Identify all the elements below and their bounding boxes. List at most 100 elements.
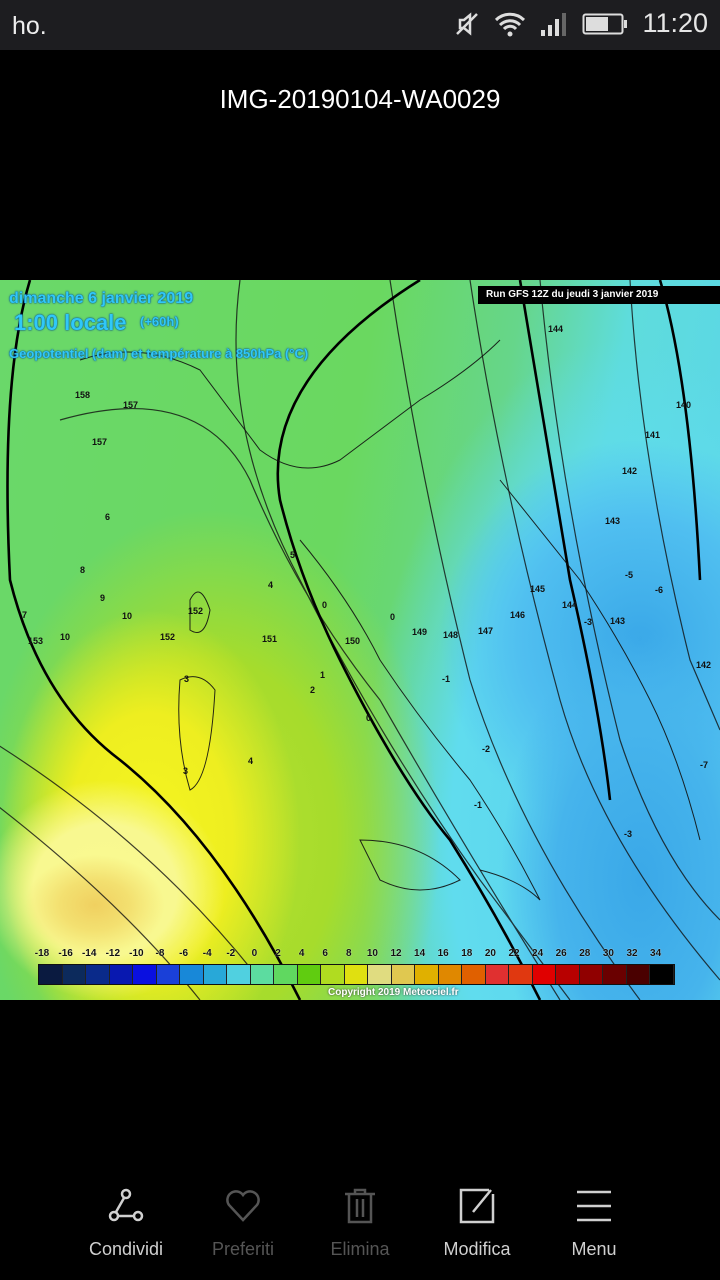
- edit-button[interactable]: Modifica: [419, 1170, 536, 1280]
- legend-swatch: [297, 965, 321, 984]
- contour-label: 143: [605, 516, 621, 526]
- legend-swatch: [368, 965, 392, 984]
- legend-tick: 22: [508, 948, 520, 959]
- legend-swatch: [156, 965, 180, 984]
- legend-swatch: [203, 965, 227, 984]
- legend-swatch: [109, 965, 133, 984]
- legend-tick: 28: [579, 948, 591, 959]
- contour-label: 2: [310, 685, 316, 695]
- share-button[interactable]: Condividi: [68, 1170, 185, 1280]
- legend-tick: 2: [275, 948, 281, 959]
- contour-label: 157: [123, 400, 139, 410]
- contour-label: 7: [22, 610, 28, 620]
- contour-label: -7: [700, 760, 709, 770]
- legend-swatch: [462, 965, 486, 984]
- bottom-toolbar: Condividi Preferiti Elimina Modifica Men…: [0, 1170, 720, 1280]
- weather-map-image[interactable]: dimanche 6 janvier 2019 1:00 locale (+60…: [0, 280, 720, 1000]
- legend-tick: -6: [179, 948, 189, 959]
- contour-label: 147: [478, 626, 494, 636]
- legend-swatch: [250, 965, 274, 984]
- legend-tick: 34: [650, 948, 662, 959]
- map-lead: (+60h): [140, 314, 179, 329]
- legend-tick: -2: [226, 948, 236, 959]
- menu-icon: [577, 1190, 611, 1222]
- contour-label: -1: [474, 800, 483, 810]
- legend-tick: 24: [532, 948, 544, 959]
- contour-label: 152: [188, 606, 204, 616]
- contour-label: 150: [345, 636, 361, 646]
- contour-label: 158: [75, 390, 91, 400]
- contour-label: 10: [60, 632, 71, 642]
- contour-label: 152: [160, 632, 176, 642]
- contour-label: -6: [655, 585, 664, 595]
- legend-tick: -18: [34, 948, 50, 959]
- contour-label: 4: [268, 580, 274, 590]
- legend-swatch: [62, 965, 86, 984]
- muted-icon: [456, 11, 479, 36]
- status-bar: ho. 11:20: [0, 0, 720, 50]
- contour-label: 141: [645, 430, 661, 440]
- contour-label: 10: [122, 611, 133, 621]
- legend-swatch: [391, 965, 415, 984]
- legend-swatch: [227, 965, 251, 984]
- legend-swatch: [626, 965, 650, 984]
- legend-swatch: [321, 965, 345, 984]
- legend-swatch: [603, 965, 627, 984]
- contour-label: 142: [696, 660, 712, 670]
- model-run-label: Run GFS 12Z du jeudi 3 janvier 2019: [478, 286, 720, 304]
- legend-tick: -4: [202, 948, 212, 959]
- legend-tick: -12: [105, 948, 121, 959]
- contour-label: 4: [248, 756, 254, 766]
- menu-button[interactable]: Menu: [536, 1170, 653, 1280]
- image-title: IMG-20190104-WA0029: [219, 84, 501, 114]
- contour-label: -2: [482, 744, 491, 754]
- map-contours: [0, 280, 720, 1000]
- legend-tick: 30: [602, 948, 614, 959]
- contour-label: 1: [320, 670, 326, 680]
- legend-swatch: [39, 965, 63, 984]
- wifi-icon: [495, 12, 526, 36]
- contour-label: 144: [548, 324, 564, 334]
- legend-swatch: [438, 965, 462, 984]
- contour-label: 3: [183, 766, 189, 776]
- legend-tick: 0: [251, 948, 258, 959]
- legend-tick: 12: [390, 948, 402, 959]
- trash-icon: [345, 1188, 375, 1224]
- edit-label: Modifica: [443, 1239, 511, 1259]
- delete-label: Elimina: [330, 1239, 390, 1259]
- legend-swatch: [180, 965, 204, 984]
- contour-label: 145: [530, 584, 546, 594]
- legend-swatch: [650, 965, 674, 984]
- legend-tick: 32: [626, 948, 638, 959]
- copyright: Copyright 2019 Meteociel.fr: [328, 987, 459, 998]
- contour-label: -3: [624, 829, 633, 839]
- legend-swatch: [509, 965, 533, 984]
- contour-label: 0: [366, 713, 372, 723]
- contour-label: 153: [28, 636, 44, 646]
- share-icon: [108, 1188, 144, 1222]
- contour-label: 0: [322, 600, 328, 610]
- favorite-button[interactable]: Preferiti: [185, 1170, 302, 1280]
- legend-tick: 26: [555, 948, 567, 959]
- carrier-label: ho.: [12, 12, 47, 40]
- legend-tick: 10: [366, 948, 378, 959]
- legend-swatch: [532, 965, 556, 984]
- heart-icon: [226, 1190, 260, 1222]
- share-label: Condividi: [88, 1239, 164, 1259]
- contour-label: 3: [184, 674, 190, 684]
- contour-label: 143: [610, 616, 626, 626]
- contour-label: 6: [105, 512, 111, 522]
- contour-label: 151: [262, 634, 278, 644]
- legend-tick: 20: [484, 948, 496, 959]
- contour-label: 0: [390, 612, 396, 622]
- menu-label: Menu: [571, 1239, 617, 1259]
- legend-swatch: [485, 965, 509, 984]
- battery-icon: [582, 13, 628, 34]
- map-date: dimanche 6 janvier 2019: [9, 290, 194, 307]
- legend-swatch: [344, 965, 368, 984]
- delete-button[interactable]: Elimina: [302, 1170, 419, 1280]
- contour-label: 142: [622, 466, 638, 476]
- legend-tick: -16: [58, 948, 73, 959]
- contour-label: 146: [510, 610, 526, 620]
- legend-tick: 6: [322, 948, 328, 959]
